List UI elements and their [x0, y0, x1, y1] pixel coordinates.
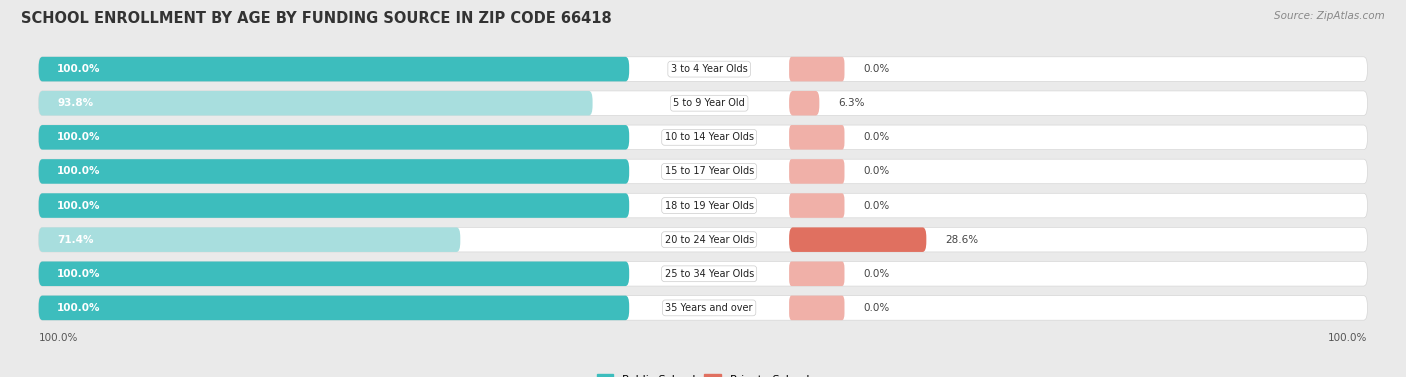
FancyBboxPatch shape: [39, 91, 1367, 115]
FancyBboxPatch shape: [39, 159, 1367, 184]
FancyBboxPatch shape: [39, 227, 1367, 252]
Text: 100.0%: 100.0%: [58, 201, 101, 211]
FancyBboxPatch shape: [39, 57, 630, 81]
Text: 6.3%: 6.3%: [838, 98, 865, 108]
FancyBboxPatch shape: [39, 125, 630, 150]
FancyBboxPatch shape: [789, 125, 845, 150]
Text: 100.0%: 100.0%: [58, 269, 101, 279]
FancyBboxPatch shape: [39, 193, 630, 218]
Text: 25 to 34 Year Olds: 25 to 34 Year Olds: [665, 269, 754, 279]
Text: 93.8%: 93.8%: [58, 98, 93, 108]
FancyBboxPatch shape: [789, 57, 845, 81]
FancyBboxPatch shape: [39, 57, 1367, 81]
FancyBboxPatch shape: [789, 91, 820, 115]
FancyBboxPatch shape: [789, 227, 927, 252]
FancyBboxPatch shape: [39, 296, 630, 320]
Text: 18 to 19 Year Olds: 18 to 19 Year Olds: [665, 201, 754, 211]
FancyBboxPatch shape: [39, 262, 1367, 286]
FancyBboxPatch shape: [39, 125, 1367, 150]
Text: 0.0%: 0.0%: [863, 132, 889, 143]
Text: 0.0%: 0.0%: [863, 64, 889, 74]
FancyBboxPatch shape: [39, 262, 630, 286]
Text: 20 to 24 Year Olds: 20 to 24 Year Olds: [665, 234, 754, 245]
FancyBboxPatch shape: [39, 227, 460, 252]
FancyBboxPatch shape: [789, 296, 845, 320]
FancyBboxPatch shape: [789, 193, 845, 218]
Text: 100.0%: 100.0%: [58, 132, 101, 143]
Text: 28.6%: 28.6%: [945, 234, 979, 245]
Text: 100.0%: 100.0%: [58, 64, 101, 74]
Text: 0.0%: 0.0%: [863, 166, 889, 176]
FancyBboxPatch shape: [39, 159, 630, 184]
Text: 0.0%: 0.0%: [863, 303, 889, 313]
FancyBboxPatch shape: [789, 262, 845, 286]
Legend: Public School, Private School: Public School, Private School: [592, 369, 814, 377]
Text: 100.0%: 100.0%: [39, 334, 79, 343]
Text: SCHOOL ENROLLMENT BY AGE BY FUNDING SOURCE IN ZIP CODE 66418: SCHOOL ENROLLMENT BY AGE BY FUNDING SOUR…: [21, 11, 612, 26]
Text: 0.0%: 0.0%: [863, 269, 889, 279]
Text: 100.0%: 100.0%: [58, 166, 101, 176]
Text: 10 to 14 Year Olds: 10 to 14 Year Olds: [665, 132, 754, 143]
Text: 100.0%: 100.0%: [58, 303, 101, 313]
FancyBboxPatch shape: [39, 296, 1367, 320]
FancyBboxPatch shape: [39, 193, 1367, 218]
Text: 35 Years and over: 35 Years and over: [665, 303, 752, 313]
FancyBboxPatch shape: [789, 159, 845, 184]
Text: 5 to 9 Year Old: 5 to 9 Year Old: [673, 98, 745, 108]
FancyBboxPatch shape: [39, 91, 592, 115]
Text: 3 to 4 Year Olds: 3 to 4 Year Olds: [671, 64, 748, 74]
Text: Source: ZipAtlas.com: Source: ZipAtlas.com: [1274, 11, 1385, 21]
Text: 100.0%: 100.0%: [1327, 334, 1367, 343]
Text: 15 to 17 Year Olds: 15 to 17 Year Olds: [665, 166, 754, 176]
Text: 71.4%: 71.4%: [58, 234, 94, 245]
Text: 0.0%: 0.0%: [863, 201, 889, 211]
